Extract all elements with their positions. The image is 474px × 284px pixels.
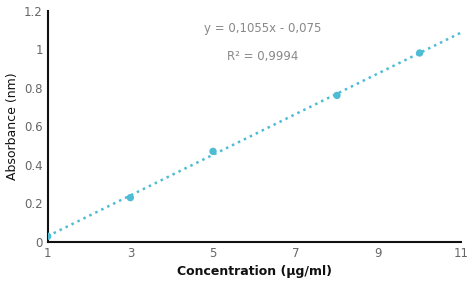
- X-axis label: Concentration (µg/ml): Concentration (µg/ml): [177, 266, 332, 278]
- Y-axis label: Absorbance (nm): Absorbance (nm): [6, 72, 18, 180]
- Text: R² = 0,9994: R² = 0,9994: [227, 50, 298, 63]
- Point: [44, 234, 52, 239]
- Point: [209, 149, 217, 154]
- Point: [416, 51, 423, 55]
- Text: y = 0,1055x - 0,075: y = 0,1055x - 0,075: [204, 22, 321, 35]
- Point: [127, 195, 134, 200]
- Point: [333, 93, 341, 98]
